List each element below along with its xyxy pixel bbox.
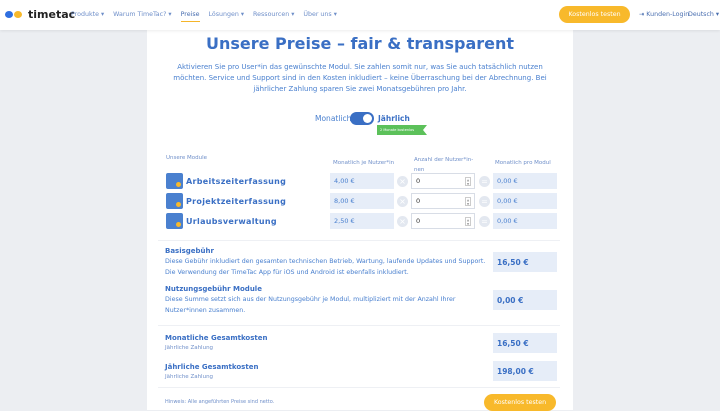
base-fee-value: 16,50 €: [493, 252, 557, 272]
stepper-icon[interactable]: ▲ ▼: [465, 177, 471, 186]
yearly-label[interactable]: Jährlich: [378, 114, 410, 123]
intro-text: Aktivieren Sie pro User*in das gewünscht…: [173, 63, 547, 93]
monthly-total-sub: Jährliche Zahlung: [165, 345, 214, 351]
user-count-input[interactable]: 0 ▲ ▼: [411, 173, 475, 189]
user-count-value: 0: [416, 217, 421, 225]
header-price: Monatlich je Nutzer*in: [333, 160, 395, 166]
header-total: Monatlich pro Modul: [495, 160, 551, 166]
divider: [158, 387, 560, 388]
calendar-icon: [166, 213, 183, 229]
multiply-icon: ×: [397, 176, 408, 187]
module-price: 4,00 €: [330, 173, 394, 189]
header-trial-button[interactable]: Kostenlos testen: [559, 6, 630, 23]
user-count-input[interactable]: 0 ▲ ▼: [411, 193, 475, 209]
menu-loesungen[interactable]: Lösungen ▾: [208, 11, 245, 18]
module-total: 0,00 €: [493, 213, 557, 229]
divider: [158, 325, 560, 326]
monthly-label[interactable]: Monatlich: [315, 114, 352, 123]
login-link[interactable]: ⇥ Kunden-Login: [639, 11, 689, 18]
savings-badge: 2 Monate kostenlos: [377, 125, 427, 135]
usage-fee-value: 0,00 €: [493, 290, 557, 310]
logo[interactable]: timetac: [5, 8, 75, 21]
page-title: Unsere Preise – fair & transparent: [205, 34, 515, 53]
user-count-value: 0: [416, 177, 421, 185]
stepper-icon[interactable]: ▲ ▼: [465, 197, 471, 206]
logo-dot-blue: [5, 11, 13, 18]
menu-ressourcen[interactable]: Ressourcen ▾: [253, 11, 295, 18]
equals-icon: =: [479, 216, 490, 227]
module-total: 0,00 €: [493, 173, 557, 189]
equals-icon: =: [479, 196, 490, 207]
usage-fee-desc: Diese Summe setzt sich aus der Nutzungsg…: [165, 296, 456, 314]
yearly-total-sub: Jährliche Zahlung: [165, 374, 214, 380]
multiply-icon: ×: [397, 216, 408, 227]
yearly-total-value: 198,00 €: [493, 361, 557, 381]
logo-text: timetac: [28, 8, 76, 21]
menu-preise[interactable]: Preise: [180, 11, 200, 22]
user-count-value: 0: [416, 197, 421, 205]
divider: [158, 240, 560, 241]
menu-ueber-uns[interactable]: Über uns ▾: [303, 11, 337, 18]
main-menu: Produkte ▾ Warum TimeTac? ▾ Preise Lösun…: [71, 11, 337, 22]
net-price-note: Hinweis: Alle angeführten Preise sind ne…: [165, 399, 275, 405]
multiply-icon: ×: [397, 196, 408, 207]
user-count-input[interactable]: 0 ▲ ▼: [411, 213, 475, 229]
yearly-total-title: Jährliche Gesamtkosten: [165, 363, 259, 371]
top-nav: timetac Produkte ▾ Warum TimeTac? ▾ Prei…: [0, 0, 720, 30]
clock-icon: [166, 173, 183, 189]
module-price: 2,50 €: [330, 213, 394, 229]
module-name: Urlaubsverwaltung: [186, 217, 277, 226]
module-price: 8,00 €: [330, 193, 394, 209]
folder-icon: [166, 193, 183, 209]
language-select[interactable]: Deutsch ▾: [688, 11, 720, 18]
module-total: 0,00 €: [493, 193, 557, 209]
menu-produkte[interactable]: Produkte ▾: [71, 11, 105, 18]
header-modules: Unsere Module: [166, 155, 208, 161]
base-fee-title: Basisgebühr: [165, 247, 214, 255]
monthly-total-value: 16,50 €: [493, 333, 557, 353]
stepper-icon[interactable]: ▲ ▼: [465, 217, 471, 226]
menu-warum[interactable]: Warum TimeTac? ▾: [113, 11, 172, 18]
trial-button[interactable]: Kostenlos testen: [484, 394, 556, 411]
equals-icon: =: [479, 176, 490, 187]
billing-toggle[interactable]: [350, 112, 374, 125]
base-fee-desc: Diese Gebühr inkludiert den gesamten tec…: [165, 258, 486, 276]
usage-fee-title: Nutzungsgebühr Module: [165, 285, 262, 293]
logo-dot-yellow: [14, 11, 22, 18]
module-name: Arbeitszeiterfassung: [186, 177, 287, 186]
login-label: Kunden-Login: [646, 11, 690, 18]
module-name: Projektzeiterfassung: [186, 197, 287, 206]
login-icon: ⇥: [639, 11, 645, 18]
monthly-total-title: Monatliche Gesamtkosten: [165, 334, 268, 342]
header-count: Anzahl der Nutzer*in-nen: [414, 157, 474, 173]
